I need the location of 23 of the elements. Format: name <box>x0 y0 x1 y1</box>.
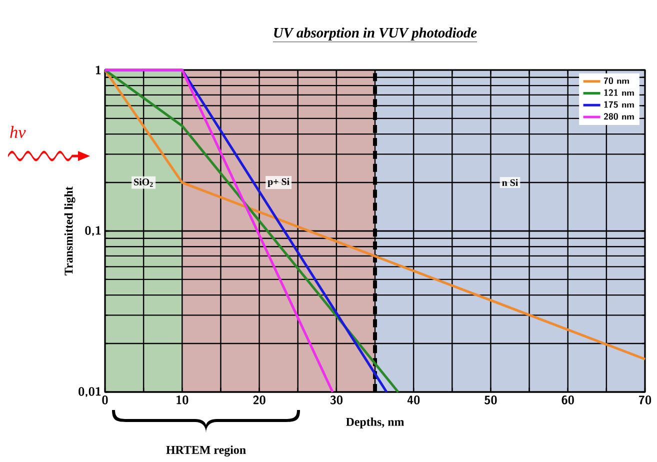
chart-title: UV absorption in VUV photodiode <box>274 27 477 40</box>
text: hν <box>10 126 26 138</box>
x-tick-label: 0 <box>102 396 108 404</box>
legend-label: 280 nm <box>604 113 634 120</box>
x-tick-label: 30 <box>330 396 342 404</box>
y-tick-label: 0,01 <box>78 387 101 397</box>
x-tick-label: 20 <box>253 396 266 404</box>
x-tick-label: 50 <box>484 396 497 404</box>
legend-label: 175 nm <box>604 101 634 108</box>
legend-label: 70 nm <box>604 77 629 84</box>
legend-label: 121 nm <box>604 89 634 96</box>
x-tick-label: 10 <box>176 396 188 404</box>
band-label: n Si <box>502 179 518 186</box>
x-tick-label: 60 <box>562 396 574 404</box>
y-tick-label: 1 <box>96 66 101 74</box>
y-axis-title: Transmitted light <box>64 186 76 276</box>
x-tick-label: 40 <box>407 396 420 404</box>
x-axis-title: Depths, nm <box>346 418 404 428</box>
band-label: SiO$_{2}$ <box>134 178 153 187</box>
band-label: p+ Si <box>268 178 290 188</box>
text: HRTEM region <box>166 446 246 456</box>
y-tick-label: 0,1 <box>85 226 101 236</box>
x-tick-label: 70 <box>638 396 652 404</box>
